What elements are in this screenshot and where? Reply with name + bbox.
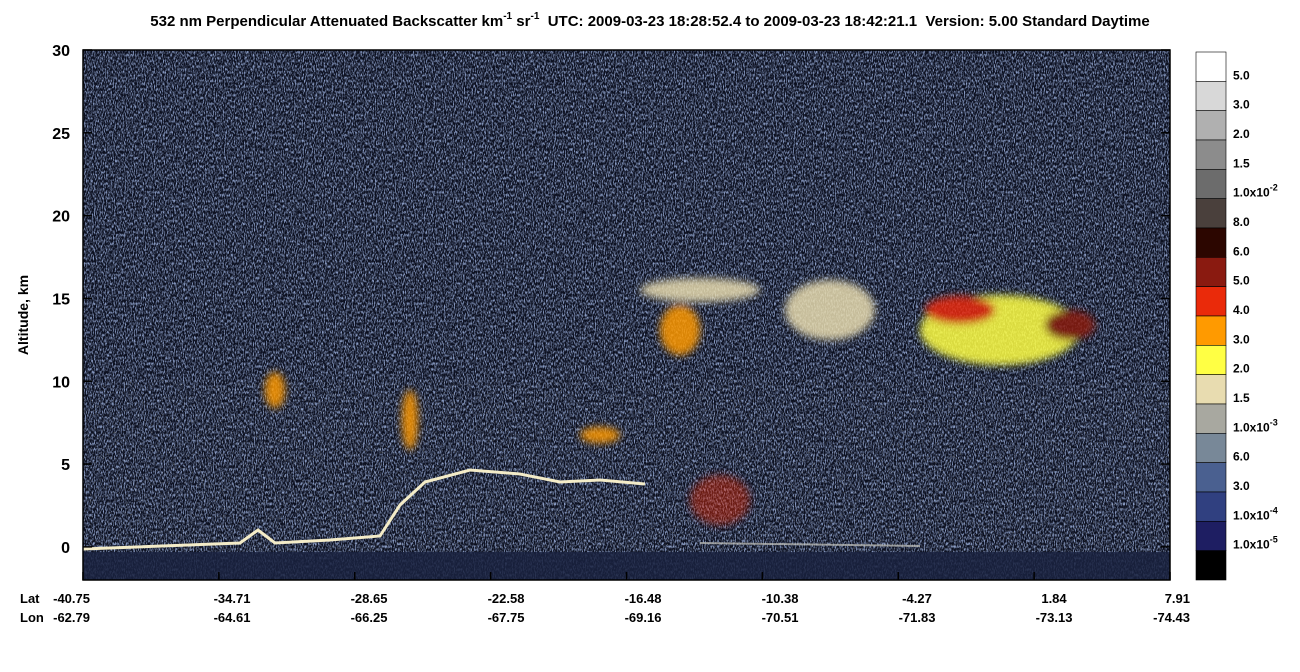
colorbar-label-exponent: -3 <box>1270 417 1278 427</box>
colorbar-label: 6.0 <box>1233 244 1250 258</box>
y-tick-label: 15 <box>52 291 70 308</box>
colorbar-label-base: 1.0x10 <box>1233 538 1270 552</box>
title-superscript: -1 <box>503 11 512 22</box>
x-tick-label: -67.75 <box>488 610 525 625</box>
colorbar-swatch <box>1195 315 1227 346</box>
x-tick-label: -62.79 <box>53 610 90 625</box>
colorbar-swatch <box>1195 257 1227 287</box>
x-tick-label: -22.58 <box>488 591 525 606</box>
backscatter-image <box>83 50 1170 580</box>
x-tick-label: -28.65 <box>351 591 388 606</box>
colorbar-label-base: 1.0x10 <box>1233 186 1270 200</box>
colorbar-swatch <box>1195 139 1227 170</box>
title-text: UTC: 2009-03-23 18:28:52.4 to 2009-03-23… <box>539 13 1149 30</box>
y-tick-label: 0 <box>61 540 70 557</box>
x-tick-label: -71.83 <box>899 610 936 625</box>
colorbar-label-base: 1.0x10 <box>1233 420 1270 434</box>
title-superscript: -1 <box>530 11 539 22</box>
colorbar-label: 4.0 <box>1233 303 1250 317</box>
colorbar-label: 1.5 <box>1233 391 1250 405</box>
colorbar-label: 5.0 <box>1233 68 1250 82</box>
y-tick-label: 20 <box>52 209 70 226</box>
x-row-name: Lat <box>20 591 40 606</box>
colorbar-swatch <box>1195 521 1227 551</box>
y-tick-label: 5 <box>61 457 70 474</box>
colorbar-swatch <box>1195 286 1227 317</box>
colorbar-label: 1.5 <box>1233 156 1250 170</box>
colorbar-swatch <box>1195 462 1227 493</box>
x-row-name: Lon <box>20 610 44 625</box>
colorbar-label-exponent: -4 <box>1270 505 1278 515</box>
colorbar-label: 1.0x10-4 <box>1233 505 1278 522</box>
colorbar-swatch <box>1195 227 1227 258</box>
x-tick-label: -64.61 <box>214 610 251 625</box>
colorbar-swatch <box>1195 81 1227 111</box>
y-tick-label: 25 <box>52 126 70 143</box>
colorbar-label: 1.0x10-5 <box>1233 535 1278 552</box>
x-tick-label: -4.27 <box>902 591 932 606</box>
colorbar-swatch <box>1195 51 1227 82</box>
y-tick-label: 30 <box>52 43 70 60</box>
colorbar-label-exponent: -5 <box>1270 535 1278 545</box>
colorbar-label: 5.0 <box>1233 274 1250 288</box>
title-text: 532 nm Perpendicular Attenuated Backscat… <box>150 13 503 30</box>
colorbar-label-base: 1.0x10 <box>1233 508 1270 522</box>
x-tick-label: -70.51 <box>762 610 799 625</box>
colorbar-label: 3.0 <box>1233 479 1250 493</box>
colorbar-swatch <box>1195 169 1227 199</box>
x-tick-label: -73.13 <box>1036 610 1073 625</box>
chart-title: 532 nm Perpendicular Attenuated Backscat… <box>150 11 1149 30</box>
x-tick-label: 1.84 <box>1041 591 1067 606</box>
y-tick-label: 10 <box>52 374 70 391</box>
colorbar-label: 8.0 <box>1233 215 1250 229</box>
colorbar-swatch <box>1195 374 1227 405</box>
colorbar-label: 1.0x10-2 <box>1233 183 1278 200</box>
colorbar-swatch <box>1195 198 1227 229</box>
colorbar-swatch <box>1195 491 1227 522</box>
x-tick-label: -40.75 <box>53 591 90 606</box>
colorbar-swatch <box>1195 110 1227 141</box>
colorbar-swatch <box>1195 403 1227 434</box>
x-tick-label: -66.25 <box>351 610 388 625</box>
colorbar-label: 6.0 <box>1233 450 1250 464</box>
colorbar-label: 1.0x10-3 <box>1233 417 1278 434</box>
colorbar-swatch <box>1195 550 1227 581</box>
title-text: sr <box>512 13 531 30</box>
x-tick-label: 7.91 <box>1165 591 1190 606</box>
colorbar-label-exponent: -2 <box>1270 183 1278 193</box>
x-tick-label: -10.38 <box>762 591 799 606</box>
colorbar-label: 2.0 <box>1233 127 1250 141</box>
x-tick-label: -74.43 <box>1153 610 1190 625</box>
colorbar-label: 2.0 <box>1233 362 1250 376</box>
x-tick-label: -69.16 <box>625 610 662 625</box>
colorbar-label: 3.0 <box>1233 98 1250 112</box>
y-axis-label: Altitude, km <box>15 275 31 355</box>
colorbar-swatch <box>1195 433 1227 463</box>
x-tick-label: -34.71 <box>214 591 251 606</box>
colorbar-swatch <box>1195 345 1227 375</box>
colorbar-label: 3.0 <box>1233 332 1250 346</box>
x-tick-label: -16.48 <box>625 591 662 606</box>
